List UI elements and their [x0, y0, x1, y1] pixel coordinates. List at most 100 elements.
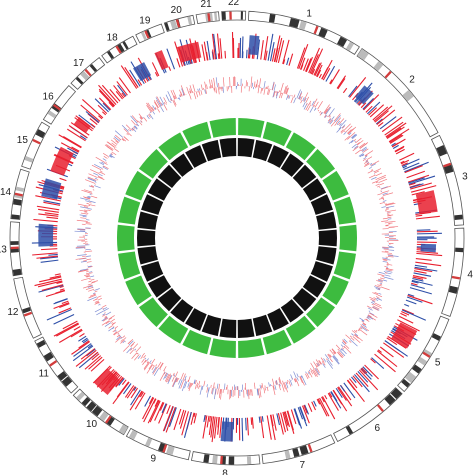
cnv-gain-bar [394, 145, 405, 152]
cnv-gain-bar [62, 320, 78, 330]
scatter-blue-mark [193, 379, 196, 384]
cnv-gain-bar [176, 58, 181, 68]
scatter-blue-mark [332, 355, 340, 364]
scatter-red-mark [375, 172, 383, 177]
green-ring-segment [238, 118, 265, 138]
scatter-blue-mark [167, 91, 173, 101]
scatter-blue-mark [374, 286, 381, 290]
scatter-red-mark [169, 98, 172, 102]
scatter-red-mark [188, 93, 192, 100]
scatter-red-mark [122, 137, 127, 142]
scatter-red-mark [163, 97, 167, 104]
scatter-red-mark [76, 219, 86, 222]
scatter-red-mark [293, 378, 296, 383]
cnv-loss-bar [166, 48, 176, 70]
cnv-loss-bar [130, 389, 141, 406]
cnv-gain-bar [32, 252, 58, 256]
cnv-gain-bar [59, 288, 65, 291]
scatter-blue-mark [89, 200, 96, 203]
cnv-gain-bar [415, 261, 442, 267]
scatter-red-mark [83, 209, 88, 211]
cnv-gain-bar [383, 342, 405, 358]
ideogram-band [22, 306, 31, 314]
centromere-mark [307, 443, 313, 453]
cnv-loss-bar [362, 97, 374, 110]
cnv-gain-bar [298, 44, 309, 70]
scatter-red-mark [132, 343, 139, 350]
scatter-blue-mark [178, 97, 181, 101]
scatter-blue-mark [116, 335, 122, 341]
scatter-red-mark [218, 389, 221, 399]
centromere-mark [384, 70, 392, 79]
scatter-red-mark [123, 345, 130, 352]
scatter-blue-mark [133, 125, 138, 130]
scatter-red-mark [85, 250, 93, 252]
scatter-red-mark [343, 123, 351, 131]
cnv-gain-bar [263, 36, 269, 61]
black-ring-segment [157, 287, 182, 312]
cnv-gain-bar [411, 191, 425, 196]
chromosome-19-ideogram [135, 23, 165, 44]
cnv-gain-bar [316, 398, 321, 405]
scatter-blue-mark [160, 106, 164, 113]
scatter-red-mark [122, 335, 126, 339]
centromere-mark [105, 415, 112, 424]
scatter-blue-mark [343, 338, 348, 343]
cnv-loss-bar [87, 344, 93, 349]
scatter-blue-mark [371, 300, 375, 303]
scatter-red-mark [88, 173, 98, 178]
cnv-gain-bar [260, 416, 265, 439]
scatter-red-mark [355, 149, 362, 155]
scatter-blue-mark [325, 106, 332, 115]
scatter-red-mark [267, 85, 269, 90]
scatter-red-mark [206, 387, 209, 393]
cnv-loss-bar [48, 253, 58, 256]
scatter-red-mark [379, 283, 382, 285]
cnv-gain-bar [39, 276, 62, 283]
cnv-gain-bar [216, 33, 221, 59]
centromere-mark [451, 275, 461, 280]
scatter-red-mark [154, 101, 159, 109]
cnv-gain-bar [384, 121, 404, 136]
scatter-red-mark [134, 354, 140, 361]
scatter-blue-mark [366, 162, 370, 164]
cnv-loss-bar [414, 264, 428, 268]
scatter-red-mark [91, 281, 96, 284]
centromere-mark [115, 45, 122, 54]
scatter-blue-mark [256, 388, 259, 396]
cnv-loss-bar [258, 416, 261, 423]
scatter-blue-mark [215, 77, 218, 88]
black-ring-segment [219, 138, 237, 158]
scatter-blue-mark [339, 123, 342, 126]
cnv-gain-bar [179, 410, 187, 429]
scatter-red-mark [103, 165, 109, 170]
scatter-red-mark [84, 179, 96, 184]
black-ring-segment [201, 139, 222, 162]
scatter-red-mark [282, 380, 284, 383]
scatter-blue-mark [327, 118, 332, 124]
scatter-red-mark [342, 347, 345, 350]
scatter-blue-mark [383, 276, 394, 280]
chromosome-ideogram-ring [9, 10, 465, 466]
scatter-blue-mark [348, 139, 354, 144]
scatter-blue-mark [263, 80, 266, 89]
cnv-gain-bar [126, 386, 136, 399]
scatter-red-mark [142, 359, 147, 366]
cnv-loss-bar [408, 175, 436, 185]
scatter-red-mark [179, 94, 182, 97]
chromosome-label-20: 20 [171, 5, 183, 16]
scatter-red-mark [222, 77, 225, 87]
cnv-loss-bar [401, 158, 420, 167]
scatter-blue-mark [102, 307, 108, 310]
cnv-loss-block [248, 35, 260, 56]
scatter-red-mark [153, 100, 159, 108]
scatter-red-mark [343, 346, 346, 349]
scatter-red-mark [167, 374, 172, 383]
scatter-red-mark [86, 258, 92, 260]
cnv-loss-bar [367, 101, 381, 115]
scatter-blue-mark [340, 119, 347, 127]
cnv-gain-bar [101, 111, 107, 116]
scatter-red-mark [257, 388, 260, 399]
scatter-blue-mark [360, 326, 368, 332]
scatter-red-mark [338, 118, 345, 125]
